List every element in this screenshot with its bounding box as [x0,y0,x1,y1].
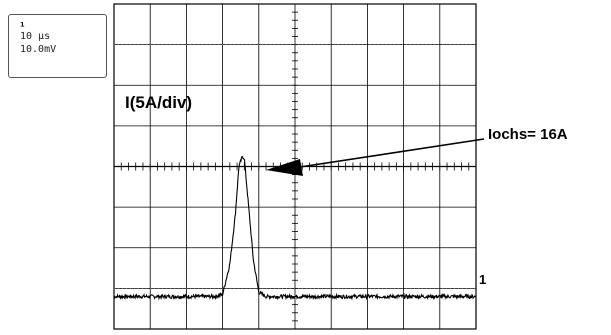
channel-marker: ¹ [19,20,26,33]
peak-arrow [266,138,485,176]
settings-box: ¹ 10 µs 10.0mV [8,14,107,78]
waveform-trace-group [113,156,477,301]
peak-current-label: Iochs= 16A [488,126,568,143]
trace-ground-marker: 1 [479,272,487,287]
vertical-scale-readout: 10.0mV [20,44,57,55]
arrow-shaft [299,138,485,168]
channel-scale-label: I(5A/div) [125,93,193,112]
arrow-head [266,159,303,176]
waveform-trace [113,156,477,301]
timebase-readout: 10 µs [20,31,51,42]
